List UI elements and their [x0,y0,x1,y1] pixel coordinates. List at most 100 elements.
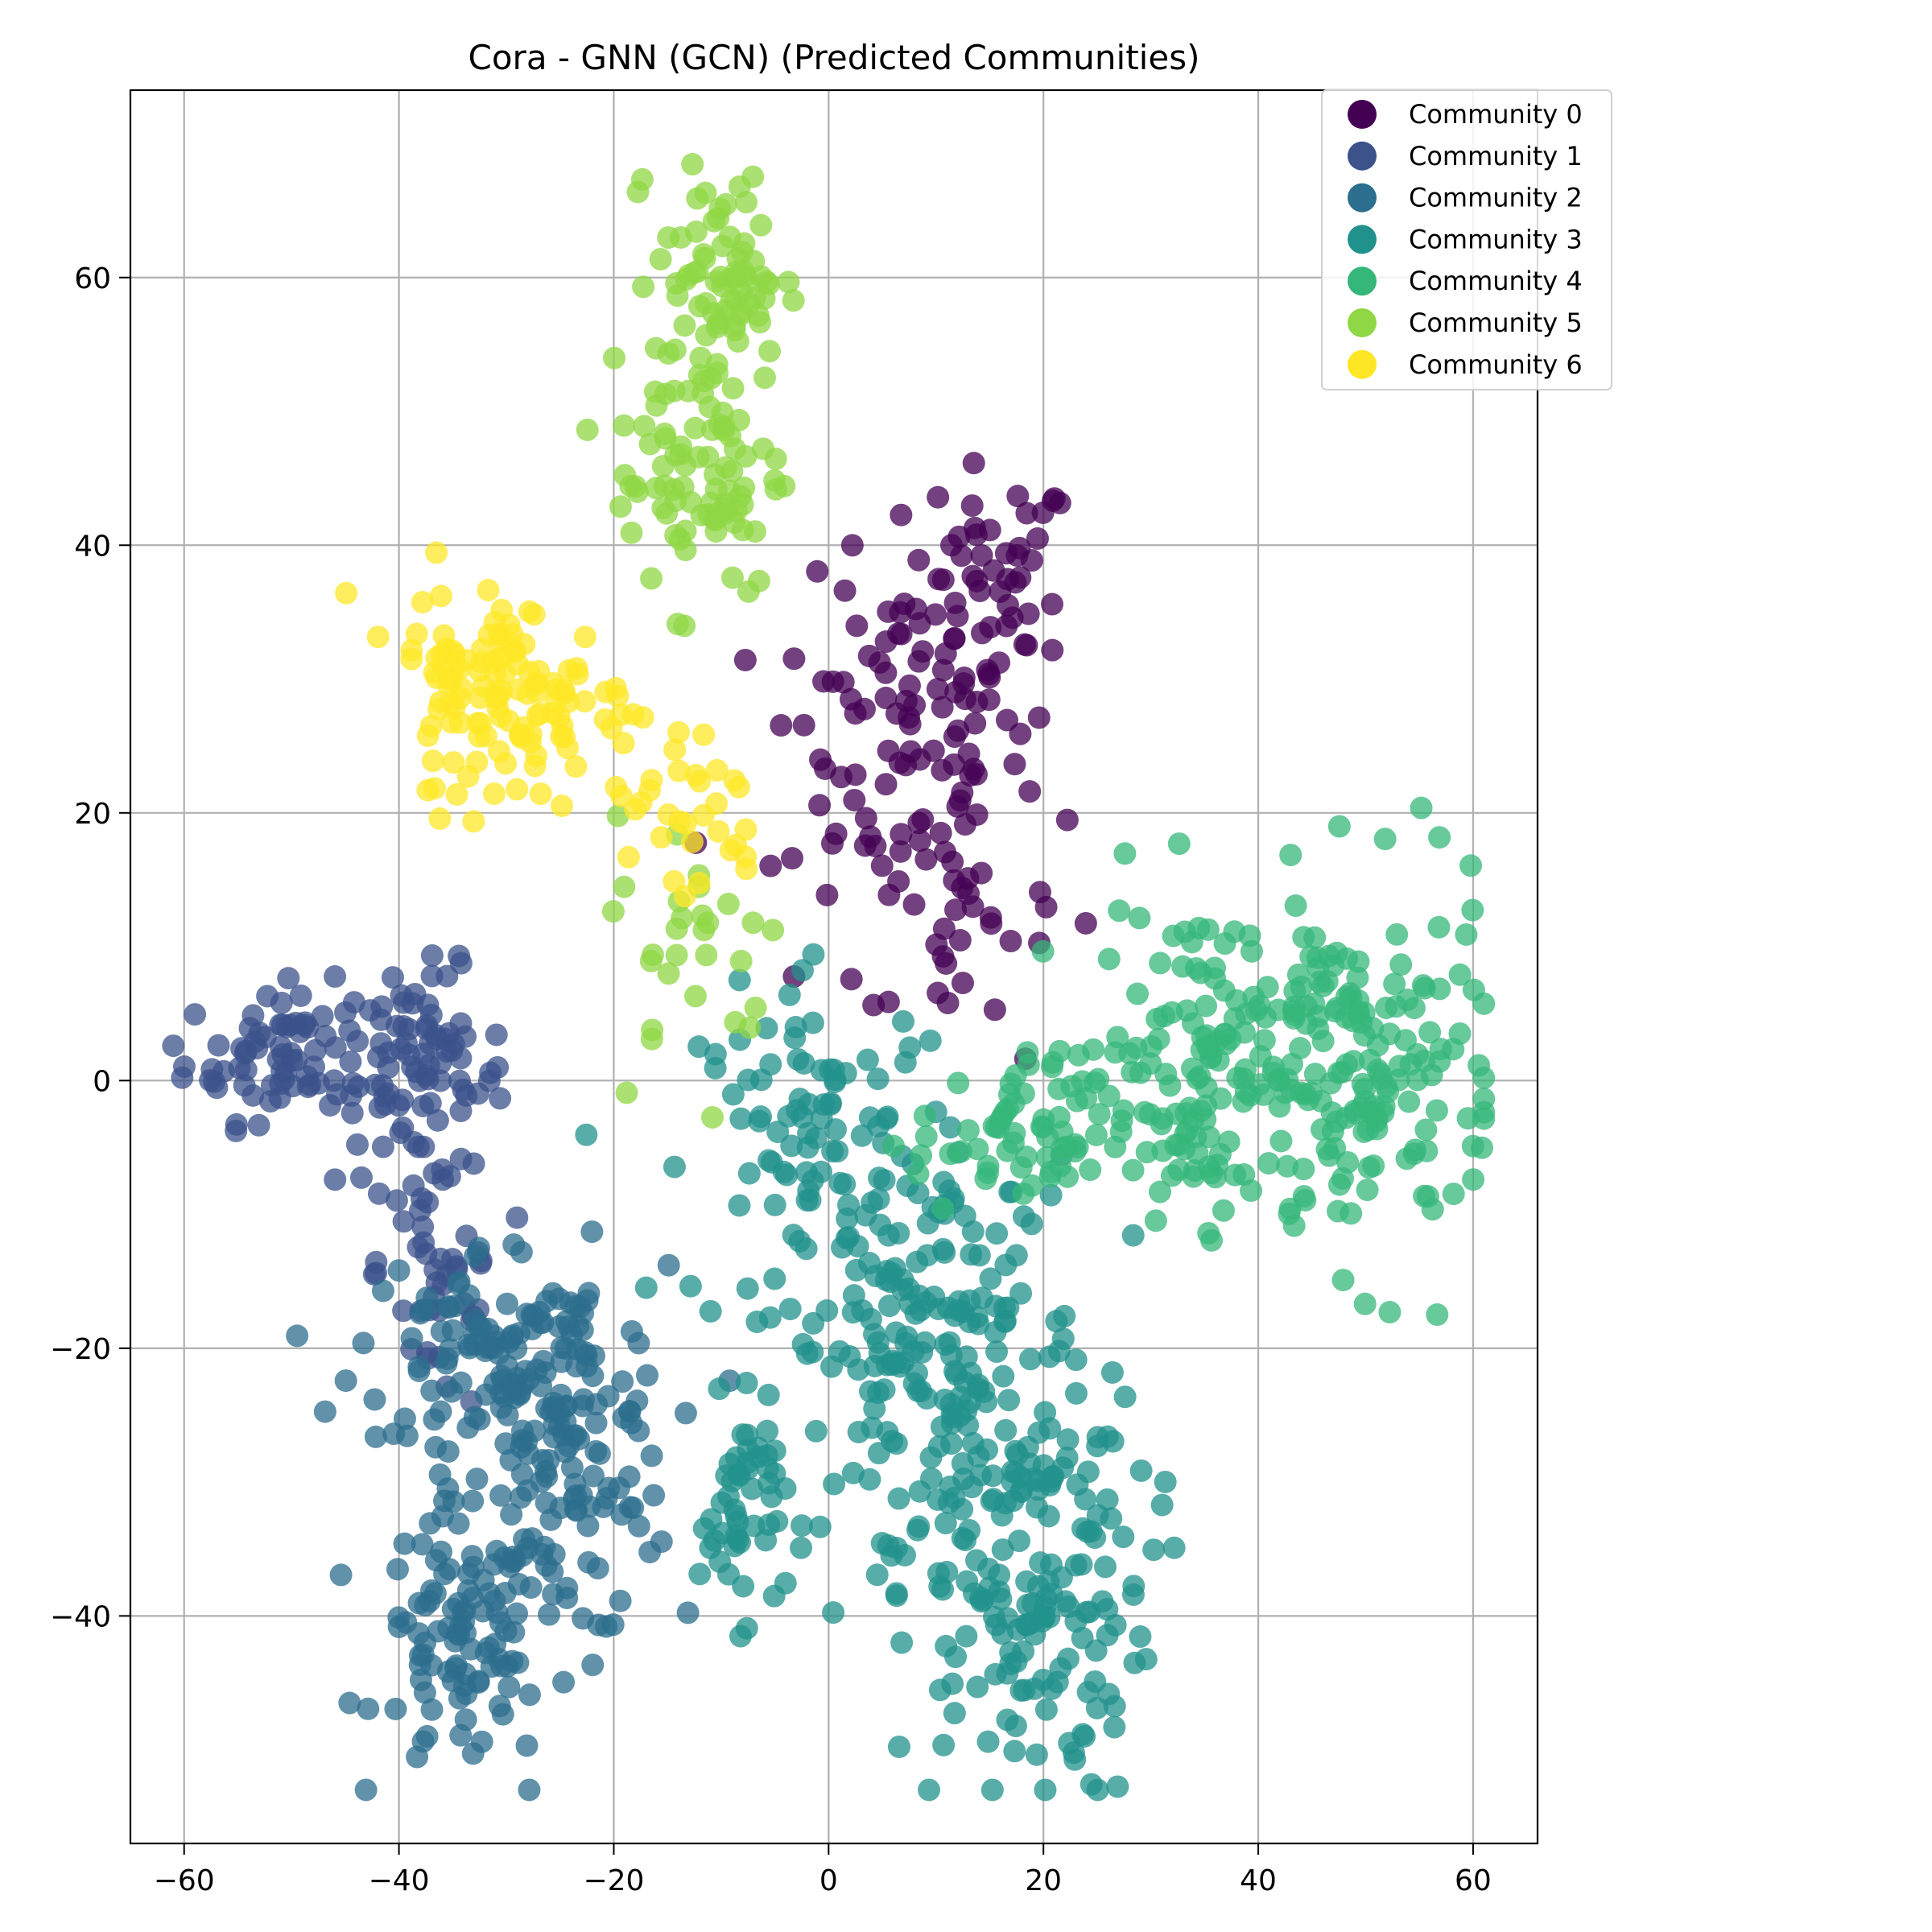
data-point [1212,1199,1235,1222]
data-point [1340,986,1363,1009]
data-point [1034,1778,1057,1802]
data-point [673,314,696,337]
data-point [1388,1055,1411,1078]
data-point [696,911,720,935]
data-point [258,1090,282,1113]
data-point [729,949,753,972]
data-point [445,782,469,806]
data-point [1142,1538,1166,1562]
data-point [1021,1174,1044,1197]
data-point [525,672,548,696]
data-point [1234,1058,1257,1081]
data-point [943,591,967,614]
data-point [392,1299,415,1323]
data-point [465,750,489,774]
data-point [371,1074,394,1097]
data-point [1003,753,1026,776]
data-point [1064,1554,1088,1577]
data-point [1357,1156,1381,1179]
data-point [691,243,715,266]
data-point [550,1336,573,1360]
data-point [535,1465,559,1488]
data-point [242,1004,265,1027]
data-point [1269,1129,1293,1153]
data-point [650,826,673,849]
data-point [1383,972,1406,996]
data-point [506,1651,530,1674]
series-community-2 [286,1220,741,1802]
data-point [951,1451,974,1475]
data-point [1009,1479,1033,1502]
data-point [573,690,597,713]
data-point [509,1486,532,1509]
data-point [764,477,787,501]
data-point [427,697,451,720]
data-point [1104,1135,1127,1158]
data-point [1448,963,1472,986]
series-community-6 [335,541,758,908]
data-point [866,1067,890,1091]
data-point [919,1446,943,1469]
data-point [225,1119,248,1142]
series-community-3 [575,943,1186,1802]
data-point [335,581,358,605]
data-point [277,967,300,990]
data-point [729,303,753,326]
data-point [632,275,655,299]
data-point [1462,1168,1485,1191]
data-point [716,892,740,915]
data-point [1223,1007,1246,1030]
data-point [1026,1496,1049,1519]
data-point [929,821,952,844]
data-point [414,1298,437,1321]
data-point [1012,1205,1035,1228]
data-point [1200,1228,1224,1252]
data-point [1084,1526,1107,1550]
data-point [951,1526,974,1550]
data-point [1074,911,1097,935]
data-point [472,1568,495,1591]
data-point [914,1125,938,1148]
legend-label: Community 3 [1409,224,1583,254]
data-point [1113,842,1137,865]
data-point [1034,1698,1058,1721]
data-point [726,247,749,270]
data-point [1040,1055,1063,1079]
data-point [393,1407,416,1430]
data-point [790,1536,813,1559]
data-point [1461,898,1484,922]
data-point [868,1166,891,1190]
data-point [411,1095,435,1118]
data-point [797,1179,820,1203]
data-point [737,1068,760,1092]
data-point [974,1167,997,1191]
data-point [1106,1026,1129,1049]
data-point [858,1106,881,1129]
data-point [996,1139,1019,1162]
data-point [1162,1536,1186,1559]
data-point [334,1001,357,1024]
data-point [385,1014,408,1038]
data-point [887,621,910,645]
data-point [1217,1130,1241,1154]
data-point [1147,1027,1170,1051]
data-point [890,823,913,846]
data-point [887,1221,910,1245]
data-point [507,1572,530,1596]
data-point [1088,1103,1111,1126]
data-point [903,694,927,717]
data-point [663,1155,686,1179]
data-point [927,1298,951,1321]
data-point [1284,894,1307,918]
data-point [1151,1139,1174,1162]
data-point [1352,1001,1376,1025]
data-point [1126,982,1150,1005]
data-point [948,929,972,952]
data-point [1064,1381,1088,1405]
data-point [387,1259,411,1282]
data-point [1094,1555,1117,1579]
data-point [441,1248,464,1271]
data-point [247,1113,270,1137]
data-point [489,1484,513,1507]
data-point [955,1399,978,1422]
